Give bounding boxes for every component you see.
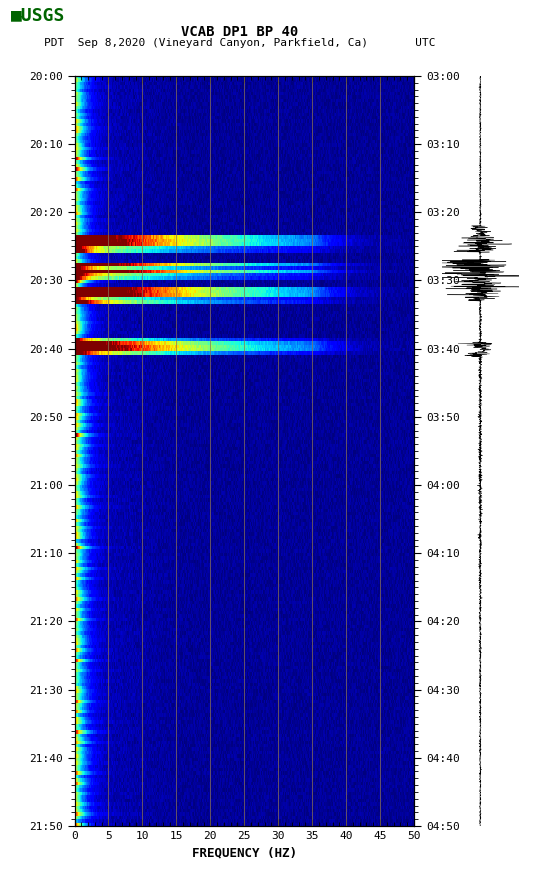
- Text: ■USGS: ■USGS: [11, 6, 66, 24]
- X-axis label: FREQUENCY (HZ): FREQUENCY (HZ): [192, 847, 297, 859]
- Text: VCAB DP1 BP 40: VCAB DP1 BP 40: [182, 25, 299, 39]
- Text: PDT  Sep 8,2020 (Vineyard Canyon, Parkfield, Ca)       UTC: PDT Sep 8,2020 (Vineyard Canyon, Parkfie…: [44, 38, 436, 48]
